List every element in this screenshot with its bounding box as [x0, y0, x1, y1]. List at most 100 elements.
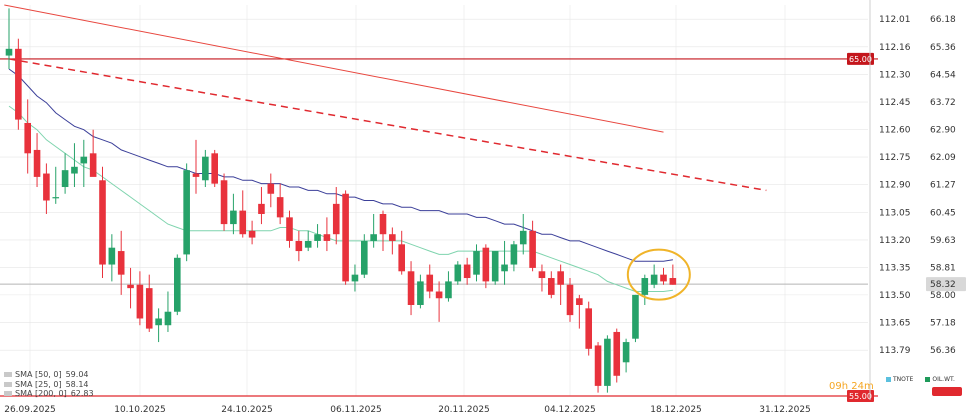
legend-row-sma200[interactable]: SMA [200, 0] 62.83 — [4, 389, 94, 399]
left-axis-tick: 112.75 — [879, 153, 911, 163]
candle-body — [604, 338, 611, 386]
candle-timer: 09h 24m — [829, 381, 874, 392]
left-axis-tick: 112.16 — [879, 43, 911, 53]
level-label: 65.00 — [849, 55, 872, 64]
current-price-label: 58.32 — [930, 280, 956, 290]
candle-body — [239, 210, 247, 235]
x-axis-tick: 18.12.2025 — [650, 405, 702, 415]
instrument-tnote[interactable]: TNOTE — [886, 376, 913, 383]
legend-sma25-name: SMA [25, 0] — [15, 379, 62, 389]
legend-row-sma50[interactable]: SMA [50, 0] 59.04 — [4, 370, 94, 380]
candle-body — [136, 284, 144, 319]
oil-swatch-icon — [925, 377, 931, 382]
grid — [0, 5, 868, 396]
candle-body — [295, 240, 303, 252]
candle-body — [482, 247, 490, 282]
level-label: 55.00 — [849, 392, 872, 401]
candle-body — [332, 203, 340, 235]
legend-row-sma25[interactable]: SMA [25, 0] 58.14 — [4, 380, 94, 390]
x-axis-tick: 26.09.2025 — [4, 405, 56, 415]
candle-body — [473, 251, 480, 275]
candle-body — [211, 153, 218, 184]
candle-body — [585, 308, 592, 349]
candle-body — [613, 331, 621, 376]
candle-body — [117, 251, 125, 275]
legend-sma200-name: SMA [200, 0] — [15, 389, 67, 398]
left-axis-tick: 112.30 — [879, 70, 911, 80]
candle-body — [174, 257, 181, 312]
candle-body — [557, 271, 564, 285]
candle-body — [145, 288, 153, 329]
left-axis-tick: 112.01 — [879, 15, 911, 25]
candle-body — [43, 173, 50, 201]
right-axis-tick: 61.27 — [930, 181, 956, 191]
candle-body — [89, 153, 97, 177]
indicator-legend: SMA [50, 0] 59.04 SMA [25, 0] 58.14 SMA … — [4, 370, 94, 399]
horizontal-levels: 65.00 55.00 58.32 — [0, 52, 966, 402]
candle-body — [454, 264, 462, 282]
level-label-box — [847, 52, 874, 65]
instrument-badge[interactable] — [932, 387, 962, 396]
right-axis-tick: 62.09 — [930, 153, 956, 163]
candle-body — [594, 345, 602, 386]
overlays — [626, 248, 691, 301]
candle-body — [108, 247, 116, 265]
right-axis-tick: 63.72 — [930, 98, 956, 108]
instrument-oil-label: OIL.WT. — [932, 376, 955, 383]
candle-body — [632, 294, 639, 339]
candle-body — [258, 203, 265, 214]
left-axis-tick: 112.90 — [879, 181, 911, 191]
right-axis-tick: 65.36 — [930, 43, 956, 53]
candle-body — [407, 271, 415, 305]
axes: 66.18 112.01 65.36 112.16 64.54 112.30 63.72 11… — [4, 0, 956, 415]
trendline-layer — [8, 58, 767, 192]
candle-body — [669, 278, 677, 285]
instrument-tnote-label: TNOTE — [893, 376, 914, 383]
x-axis-tick: 06.11.2025 — [330, 405, 382, 415]
candle-body — [529, 230, 536, 268]
candle-body — [220, 180, 228, 225]
candle-body — [24, 122, 31, 154]
candle-body — [276, 197, 284, 218]
tnote-swatch-icon — [886, 377, 891, 382]
x-axis-tick: 20.11.2025 — [438, 405, 490, 415]
highlight-ellipse — [626, 248, 691, 301]
candle-body — [463, 264, 471, 279]
candle-body — [202, 156, 209, 181]
candle-body — [267, 183, 275, 194]
dashed-trendline — [8, 58, 767, 192]
candle-body — [80, 156, 88, 164]
indicator-icon — [4, 372, 12, 378]
x-axis-tick: 10.10.2025 — [114, 405, 166, 415]
candle-body — [445, 281, 452, 299]
candle-body — [304, 240, 312, 248]
sma-25-line — [8, 105, 673, 292]
x-axis-tick: 04.12.2025 — [544, 405, 596, 415]
instrument-oil[interactable]: OIL.WT. — [925, 376, 955, 383]
left-axis-tick: 113.79 — [879, 346, 911, 356]
candle-body — [61, 170, 69, 188]
moving-averages — [4, 4, 673, 292]
candle-body — [314, 234, 321, 241]
candle-body — [510, 244, 518, 265]
left-axis-tick: 113.20 — [879, 236, 911, 246]
indicator-icon — [4, 391, 12, 397]
right-axis-tick: 59.63 — [930, 236, 956, 246]
candle-body — [389, 234, 396, 241]
candle-body — [398, 244, 405, 272]
right-axis-tick: 57.18 — [930, 319, 956, 329]
right-axis-tick: 64.54 — [930, 70, 956, 80]
candle-body — [576, 298, 583, 305]
candle-body — [538, 271, 546, 279]
legend-sma200-value: 62.83 — [70, 389, 94, 398]
candle-body — [660, 274, 667, 282]
legend-sma50-value: 59.04 — [65, 370, 89, 379]
legend-sma50-name: SMA [50, 0] — [15, 370, 62, 379]
current-price-box — [926, 277, 966, 292]
left-axis-tick: 112.60 — [879, 126, 911, 136]
candle-body — [164, 311, 172, 326]
right-axis-tick: 58.00 — [930, 291, 956, 301]
candle-body — [641, 278, 649, 295]
candle-body — [5, 48, 13, 56]
